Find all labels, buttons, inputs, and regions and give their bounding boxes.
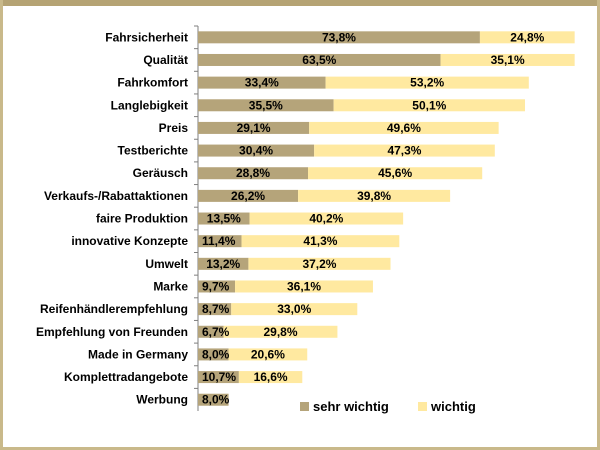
bar-wichtig	[228, 348, 308, 361]
bar-sehr-wichtig	[198, 53, 441, 66]
data-label: 13,5%	[207, 212, 241, 226]
data-label: 35,1%	[491, 53, 525, 67]
data-label: 26,2%	[231, 189, 265, 203]
category-label: Werbung	[136, 393, 188, 407]
bar-sehr-wichtig	[198, 235, 242, 248]
data-label: 9,7%	[202, 279, 230, 293]
data-label: 50,1%	[412, 98, 446, 112]
bar-wichtig	[314, 144, 495, 157]
bar-sehr-wichtig	[198, 257, 249, 270]
data-label: 40,2%	[309, 212, 343, 226]
bar-sehr-wichtig	[198, 167, 309, 180]
data-label: 8,0%	[202, 347, 230, 361]
category-label: faire Produktion	[96, 212, 188, 226]
bar-wichtig	[249, 212, 404, 225]
data-label: 6,7%	[202, 325, 230, 339]
bar-wichtig	[235, 280, 373, 293]
category-label: Verkaufs-/Rabattaktionen	[44, 189, 188, 203]
data-label: 8,7%	[202, 302, 230, 316]
bar-sehr-wichtig	[198, 325, 224, 338]
data-label: 35,5%	[249, 98, 283, 112]
category-label: innovative Konzepte	[71, 234, 188, 248]
data-label: 11,4%	[202, 234, 236, 248]
data-label: 24,8%	[510, 30, 544, 44]
bar-sehr-wichtig	[198, 212, 250, 225]
data-label: 33,4%	[245, 76, 279, 90]
bar-sehr-wichtig	[198, 280, 236, 293]
category-label: Umwelt	[145, 257, 188, 271]
data-label: 41,3%	[303, 234, 337, 248]
data-label: 37,2%	[302, 257, 336, 271]
bar-sehr-wichtig	[198, 371, 239, 384]
category-label: Marke	[153, 279, 188, 293]
data-label: 30,4%	[239, 144, 273, 158]
data-label: 20,6%	[251, 347, 285, 361]
category-label: Preis	[159, 121, 189, 135]
data-label: 63,5%	[302, 53, 336, 67]
category-label: Made in Germany	[88, 347, 188, 361]
bar-wichtig	[440, 53, 575, 66]
legend-swatch-sehr-wichtig	[300, 402, 309, 411]
bar-wichtig	[309, 121, 499, 134]
category-label: Geräusch	[133, 166, 188, 180]
category-label: Komplettradangebote	[64, 370, 188, 384]
top-banner-strip	[0, 0, 600, 6]
data-label: 73,8%	[322, 30, 356, 44]
bar-sehr-wichtig	[198, 303, 232, 316]
data-label: 10,7%	[202, 370, 236, 384]
data-label: 16,6%	[254, 370, 288, 384]
data-label: 39,8%	[357, 189, 391, 203]
bar-wichtig	[238, 371, 303, 384]
bar-wichtig	[308, 167, 483, 180]
category-label: Qualität	[143, 53, 188, 67]
data-label: 13,2%	[206, 257, 240, 271]
bar-wichtig	[333, 99, 525, 112]
category-label: Empfehlung von Freunden	[36, 325, 188, 339]
category-label: Fahrsicherheit	[105, 30, 188, 44]
data-label: 53,2%	[410, 76, 444, 90]
bar-sehr-wichtig	[198, 99, 334, 112]
category-label: Testberichte	[118, 144, 189, 158]
legend-swatch-wichtig	[418, 402, 427, 411]
data-label: 45,6%	[378, 166, 412, 180]
bar-sehr-wichtig	[198, 31, 480, 44]
data-label: 28,8%	[236, 166, 270, 180]
category-label: Reifenhändlerempfehlung	[40, 302, 188, 316]
bar-sehr-wichtig	[198, 144, 315, 157]
legend-label-sehr-wichtig: sehr wichtig	[313, 399, 389, 414]
bar-sehr-wichtig	[198, 393, 229, 406]
data-label: 29,8%	[263, 325, 297, 339]
bar-wichtig	[298, 189, 451, 202]
data-label: 49,6%	[387, 121, 421, 135]
bar-wichtig	[325, 76, 529, 89]
bar-wichtig	[248, 257, 391, 270]
bar-sehr-wichtig	[198, 189, 299, 202]
bar-wichtig	[241, 235, 400, 248]
bar-sehr-wichtig	[198, 76, 326, 89]
data-label: 8,0%	[202, 393, 230, 407]
data-label: 29,1%	[237, 121, 271, 135]
bar-wichtig	[479, 31, 575, 44]
data-label: 47,3%	[387, 144, 421, 158]
bar-sehr-wichtig	[198, 121, 310, 134]
data-label: 36,1%	[287, 279, 321, 293]
data-label: 33,0%	[277, 302, 311, 316]
bar-sehr-wichtig	[198, 348, 229, 361]
category-label: Fahrkomfort	[117, 76, 188, 90]
bar-wichtig	[223, 325, 338, 338]
bar-wichtig	[231, 303, 358, 316]
legend-label-wichtig: wichtig	[430, 399, 476, 414]
category-label: Langlebigkeit	[111, 98, 188, 112]
